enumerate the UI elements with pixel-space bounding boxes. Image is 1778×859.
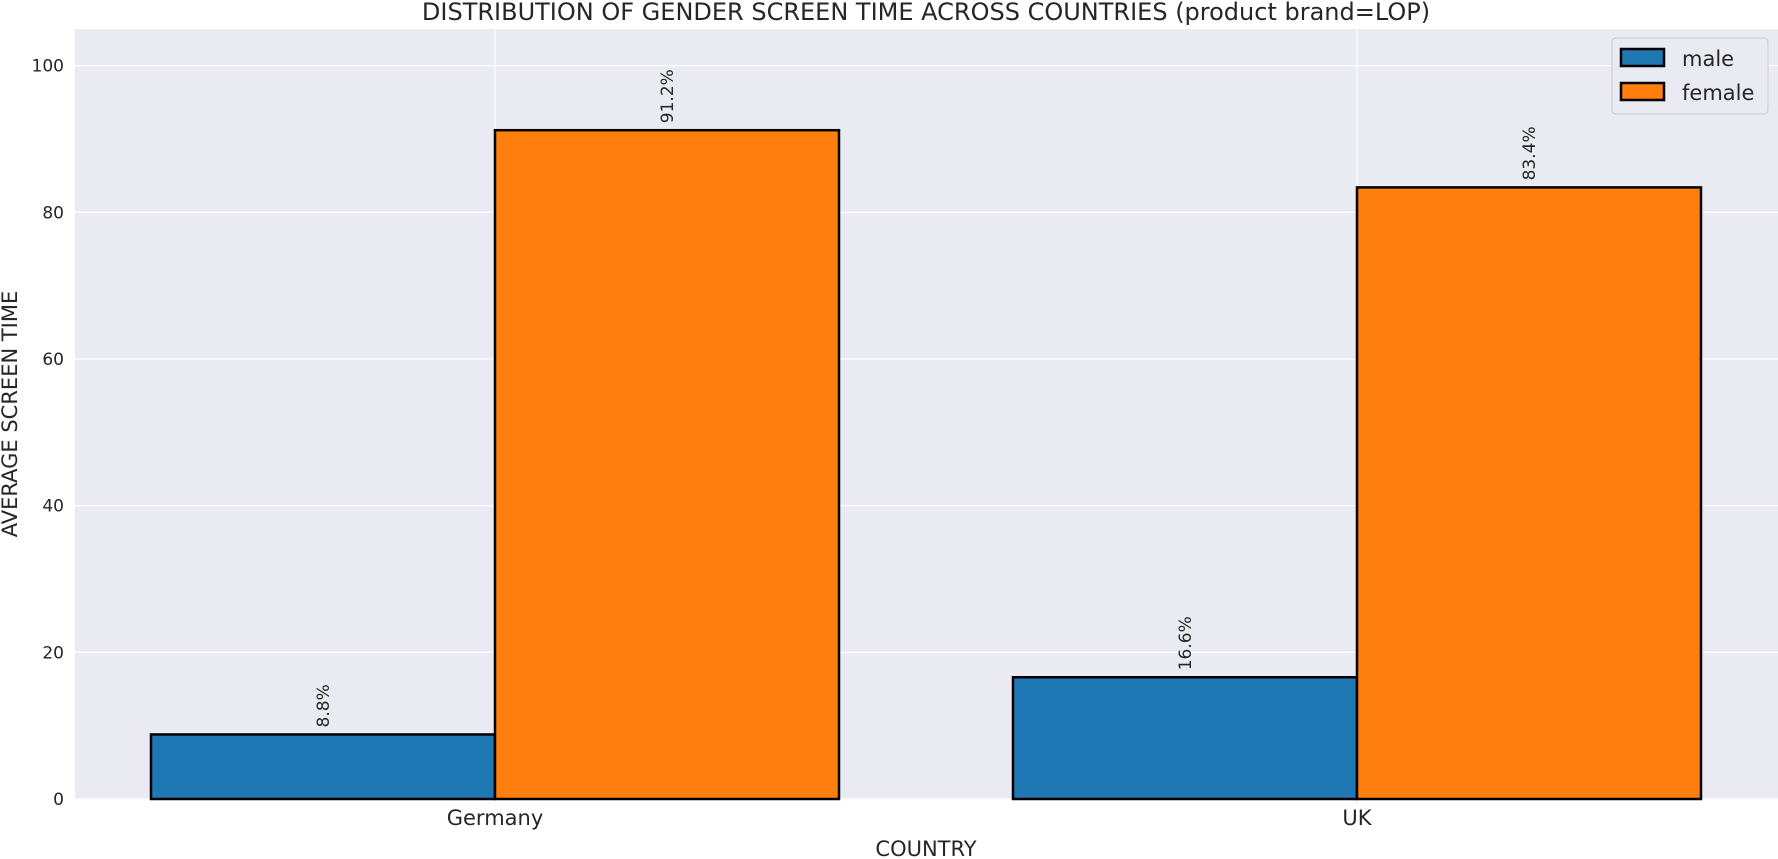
y-tick-labels: 0 20 40 60 80 100 [32, 57, 64, 810]
y-tick-label: 80 [42, 203, 64, 223]
data-label-male-germany: 8.8% [314, 684, 334, 727]
y-tick-label: 100 [32, 57, 64, 77]
legend-swatch-female [1619, 81, 1666, 102]
bar-female-uk [1355, 186, 1703, 801]
x-tick-label: Germany [447, 806, 544, 830]
chart-title: DISTRIBUTION OF GENDER SCREEN TIME ACROS… [422, 0, 1430, 26]
bar-male-germany [149, 733, 497, 801]
x-axis-title: COUNTRY [875, 837, 976, 859]
x-tick-labels: Germany UK [447, 806, 1373, 830]
y-tick-label: 20 [42, 643, 64, 663]
legend: male female [1611, 37, 1769, 115]
data-labels: 8.8% 91.2% 16.6% 83.4% [314, 69, 1540, 727]
y-tick-label: 40 [42, 497, 64, 517]
y-tick-label: 60 [42, 350, 64, 370]
bar-male-uk [1011, 676, 1359, 801]
legend-label-male: male [1682, 47, 1734, 71]
data-label-female-uk: 83.4% [1520, 126, 1540, 180]
data-label-female-germany: 91.2% [658, 69, 678, 123]
y-axis-title: AVERAGE SCREEN TIME [0, 291, 22, 538]
x-tick-label: UK [1342, 806, 1372, 830]
y-tick-label: 0 [53, 790, 64, 810]
legend-label-female: female [1682, 81, 1754, 105]
bar-female-germany [493, 128, 841, 801]
data-label-male-uk: 16.6% [1176, 616, 1196, 670]
legend-swatch-male [1619, 47, 1666, 68]
bars [149, 128, 1703, 801]
